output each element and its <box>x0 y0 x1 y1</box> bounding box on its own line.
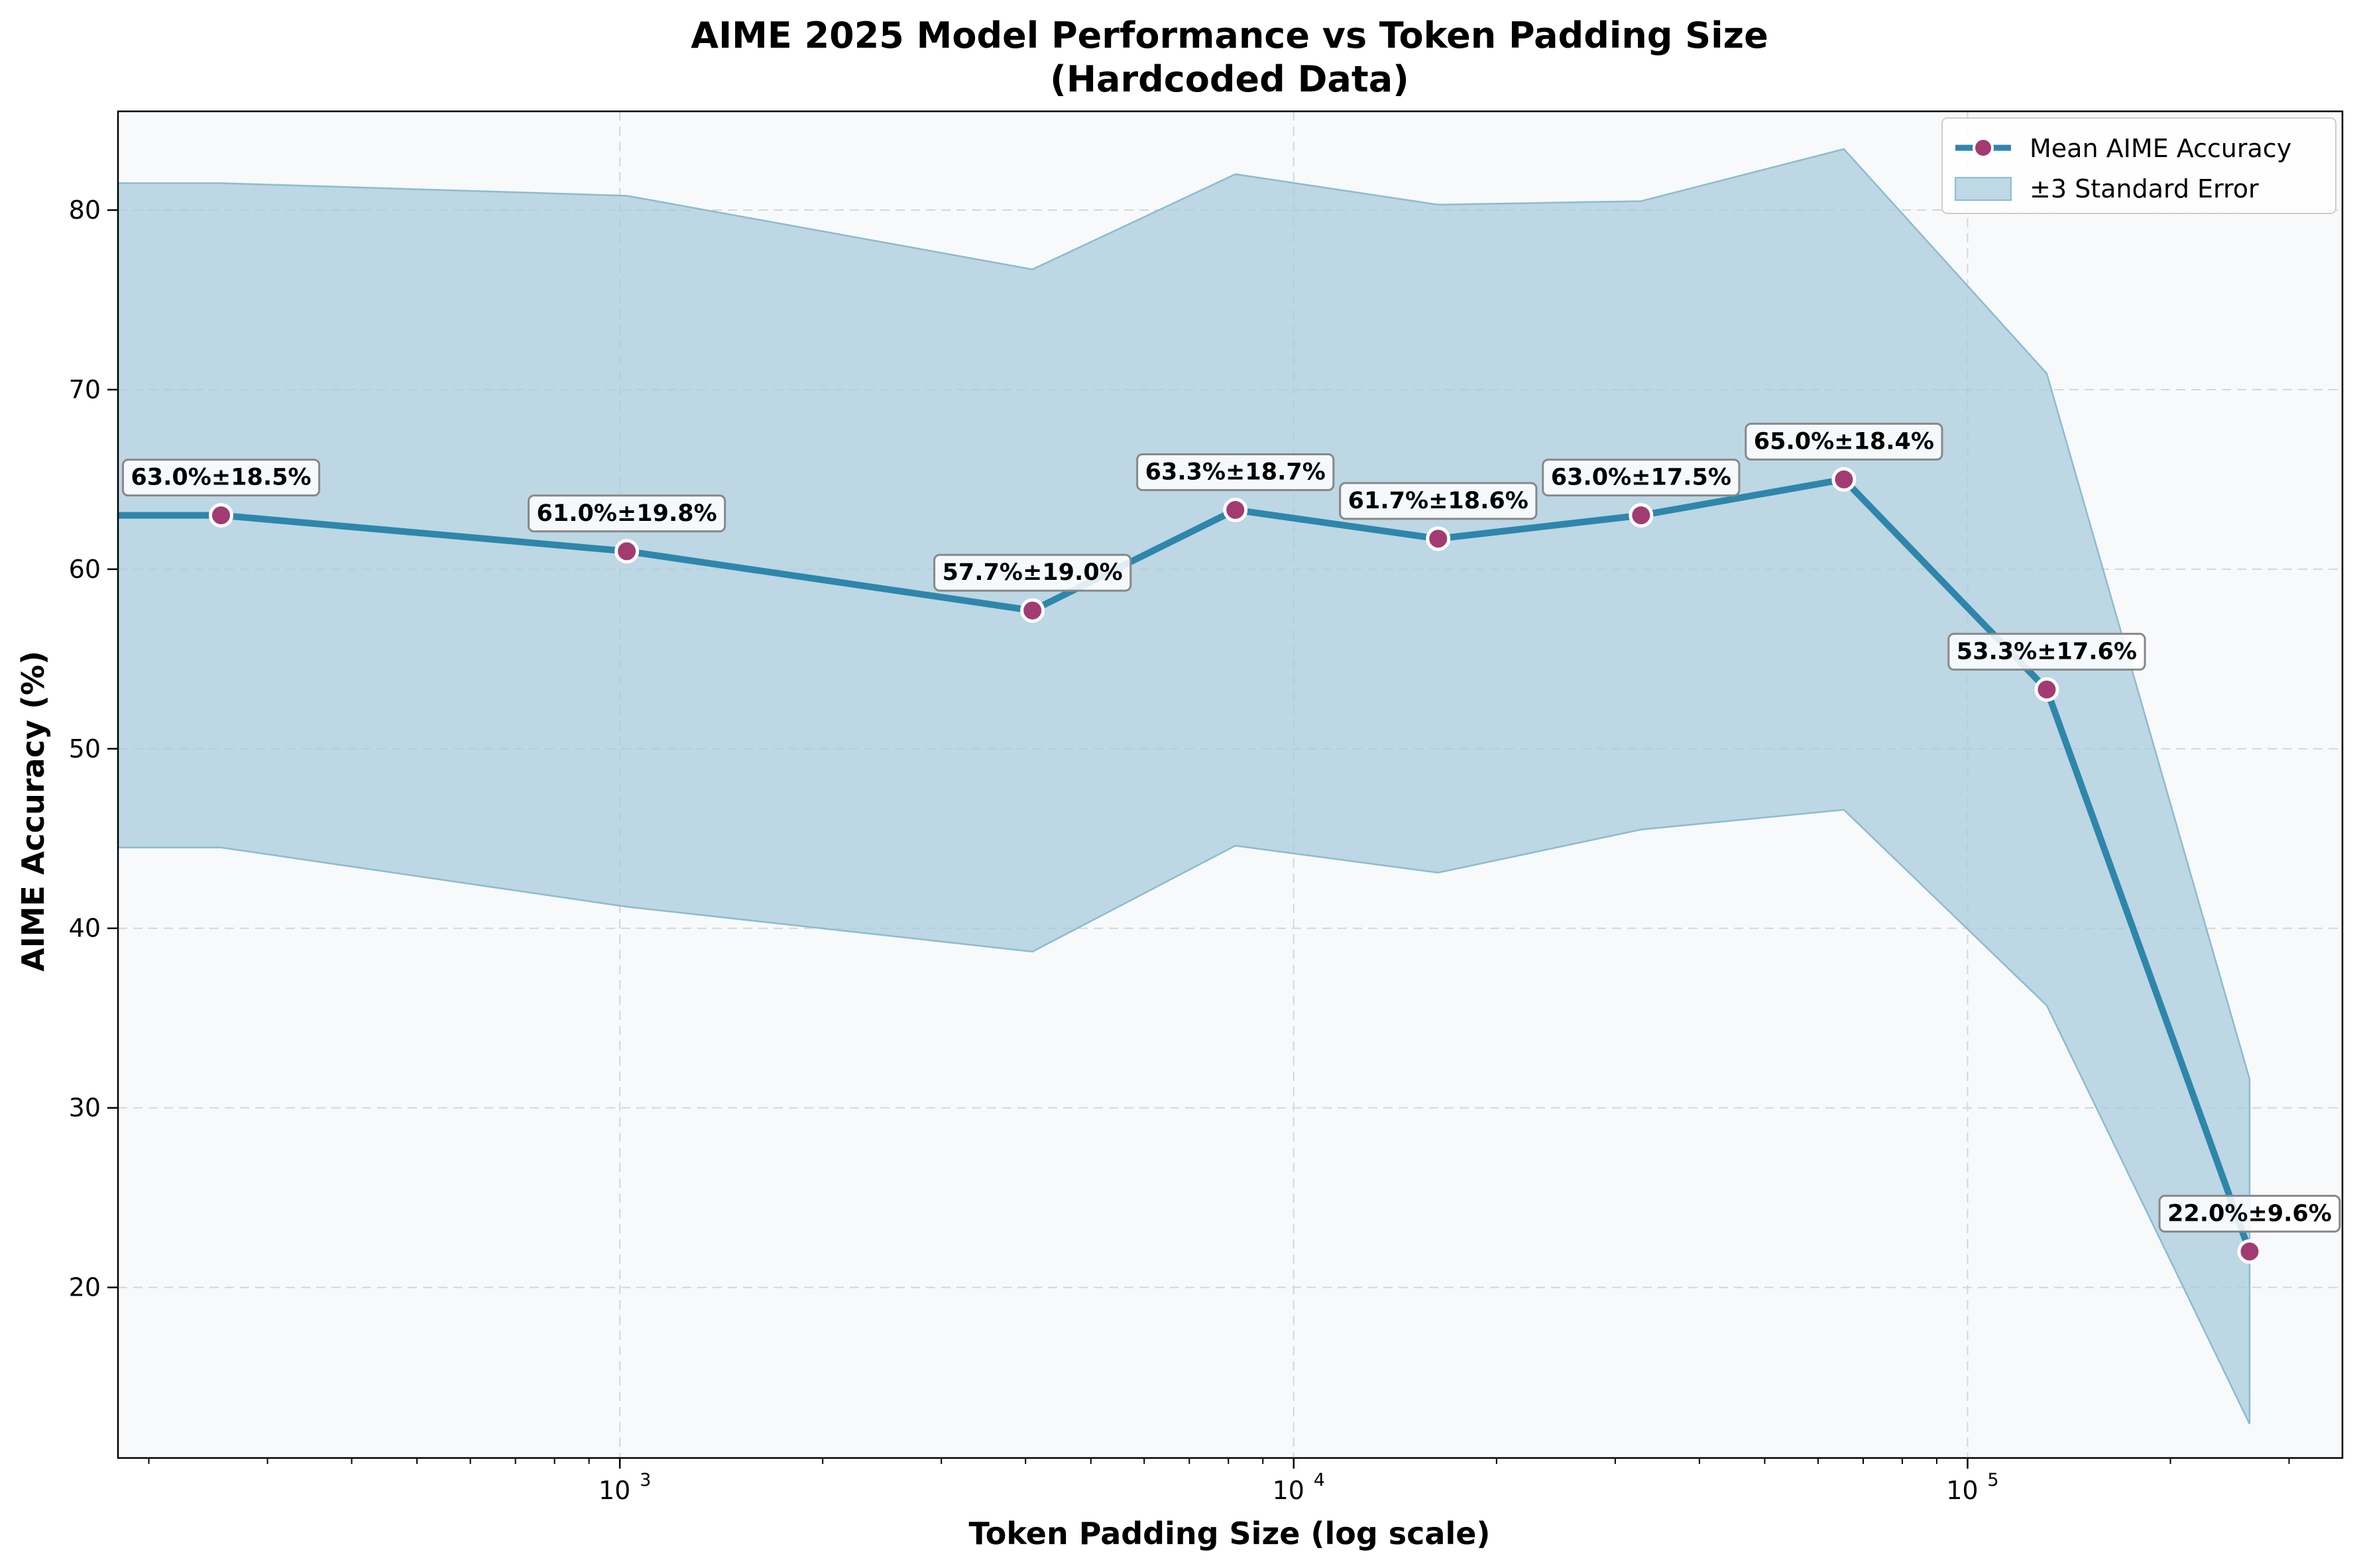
mean-line <box>118 467 2262 1264</box>
y-tick-label: 20 <box>69 1273 101 1302</box>
y-tick-label: 80 <box>69 196 101 225</box>
data-point <box>1426 526 1451 551</box>
data-label: 61.0%±19.8% <box>528 494 726 533</box>
y-axis-ticks: 20 30 40 50 60 70 80 <box>69 196 118 1302</box>
data-label-box <box>1339 482 1538 520</box>
y-tick-label: 70 <box>69 375 101 404</box>
data-label-text: 65.0%±18.4% <box>1754 428 1934 455</box>
data-label-text: 61.7%±18.6% <box>1348 488 1528 514</box>
data-label: 57.7%±19.0% <box>933 553 1132 592</box>
data-label-text: 63.3%±18.7% <box>1145 459 1326 485</box>
x-tick-label: 10 <box>1946 1476 1978 1505</box>
data-label-text: 61.0%±19.8% <box>537 500 717 527</box>
data-label-text: 63.0%±17.5% <box>1551 465 1731 491</box>
data-point <box>2034 677 2059 702</box>
data-label-box <box>933 553 1132 592</box>
data-label-text: 53.3%±17.6% <box>1957 638 2137 665</box>
y-axis-label: AIME Accuracy (%) <box>15 651 51 972</box>
data-point <box>1223 497 1248 522</box>
x-tick-exponent: 4 <box>1314 1470 1325 1490</box>
data-label: 63.3%±18.7% <box>1136 453 1335 491</box>
data-label-text: 63.0%±18.5% <box>131 465 311 491</box>
legend-marker-swatch <box>1973 137 1994 158</box>
data-point <box>1831 467 1857 492</box>
data-point <box>1629 503 1654 528</box>
data-point <box>209 503 234 528</box>
legend: Mean AIME Accuracy ±3 Standard Error <box>1941 117 2336 214</box>
data-point <box>2237 1239 2262 1264</box>
data-label-box <box>1542 459 1741 497</box>
data-label-box <box>2158 1194 2341 1233</box>
legend-label-mean: Mean AIME Accuracy <box>2030 134 2291 163</box>
y-tick-label: 30 <box>69 1093 101 1123</box>
y-tick-label: 40 <box>69 914 101 943</box>
y-tick-label: 60 <box>69 555 101 584</box>
legend-band-swatch <box>1955 177 2012 201</box>
data-label-text: 22.0%±9.6% <box>2167 1200 2332 1227</box>
data-point <box>1020 598 1045 623</box>
x-tick-exponent: 3 <box>640 1470 651 1490</box>
data-label: 22.0%±9.6% <box>2158 1194 2341 1233</box>
data-label: 65.0%±18.4% <box>1745 422 1943 461</box>
data-label-box <box>1136 453 1335 491</box>
legend-box <box>1941 117 2336 214</box>
data-label: 53.3%±17.6% <box>1947 632 2146 671</box>
x-tick-label: 10 <box>599 1476 630 1505</box>
data-label: 61.7%±18.6% <box>1339 482 1538 520</box>
data-label-text: 57.7%±19.0% <box>943 559 1123 586</box>
x-tick-label: 10 <box>1273 1476 1304 1505</box>
chart-title: AIME 2025 Model Performance vs Token Pad… <box>691 15 1768 56</box>
legend-label-band: ±3 Standard Error <box>2030 174 2259 203</box>
chart-subtitle: (Hardcoded Data) <box>1050 58 1409 100</box>
data-label-box <box>1947 632 2146 671</box>
plot-frame <box>117 110 2344 1459</box>
x-tick-exponent: 5 <box>1987 1470 1998 1490</box>
y-tick-label: 50 <box>69 734 101 763</box>
mean-line-path <box>118 476 2253 1253</box>
data-label-box <box>528 494 726 533</box>
data-point <box>614 539 640 564</box>
data-labels: 63.0%±18.5% 61.0%±19.8% 57.7%±19.0% 63.3%±1… <box>121 422 2341 1233</box>
data-label: 63.0%±18.5% <box>121 459 321 497</box>
x-axis-label: Token Padding Size (log scale) <box>969 1516 1491 1551</box>
data-label-box <box>1745 422 1943 461</box>
x-axis-ticks: 10 3 10 4 10 5 <box>148 1458 2290 1505</box>
data-label-box <box>121 459 321 497</box>
data-label: 63.0%±17.5% <box>1542 459 1741 497</box>
